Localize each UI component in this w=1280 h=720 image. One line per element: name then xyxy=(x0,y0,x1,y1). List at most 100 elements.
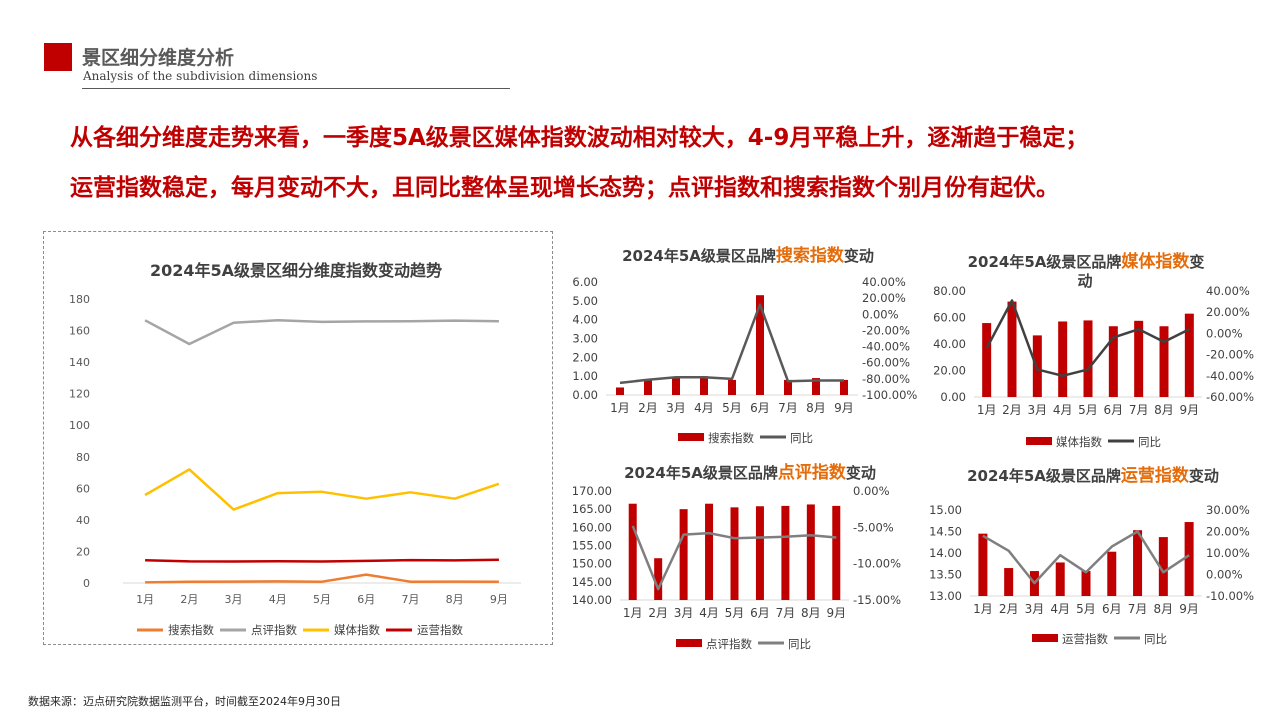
y-tick-label: 145.00 xyxy=(572,575,612,589)
chart-title-suffix: 变动 xyxy=(846,464,876,482)
x-tick-label: 6月 xyxy=(1102,602,1122,616)
chart-title-prefix: 2024年5A级景区品牌 xyxy=(968,253,1122,271)
bar-1月 xyxy=(982,323,992,397)
y-tick-label: 140 xyxy=(69,356,90,369)
y-tick-label: 80.00 xyxy=(933,284,966,298)
y-tick-label: 160.00 xyxy=(572,520,612,534)
x-tick-label: 7月 xyxy=(1129,403,1149,417)
x-tick-label: 8月 xyxy=(446,593,464,606)
chart-title-suffix: 变动 xyxy=(844,247,874,265)
section-subtitle: Analysis of the subdivision dimensions xyxy=(83,69,318,83)
x-tick-label: 7月 xyxy=(401,593,419,606)
bar-1月 xyxy=(616,387,624,395)
x-tick-label: 1月 xyxy=(977,403,997,417)
y-tick-label: 160 xyxy=(69,325,90,338)
x-tick-label: 4月 xyxy=(1050,602,1070,616)
bar-9月 xyxy=(1184,522,1194,596)
x-tick-label: 3月 xyxy=(1028,403,1048,417)
y-tick-label: 0.00 xyxy=(572,388,598,402)
bar-1月 xyxy=(978,533,988,596)
y-tick-label: 120 xyxy=(69,388,90,401)
y2-tick-label: 40.00% xyxy=(1206,284,1250,298)
chart-title-prefix: 2024年5A级景区品牌 xyxy=(967,467,1121,485)
bar-2月 xyxy=(1004,568,1014,596)
x-tick-label: 1月 xyxy=(610,401,630,415)
y-tick-label: 13.50 xyxy=(929,568,962,582)
bar-6月 xyxy=(755,506,764,600)
header-divider xyxy=(82,88,510,89)
y2-tick-label: -60.00% xyxy=(1206,390,1254,404)
x-tick-label: 3月 xyxy=(666,401,686,415)
y2-tick-label: -40.00% xyxy=(862,340,910,354)
x-tick-label: 5月 xyxy=(725,606,745,620)
y-tick-label: 14.00 xyxy=(929,546,962,560)
chart-title-suffix: 变 xyxy=(1189,253,1204,271)
bar-5月 xyxy=(730,507,739,600)
y-tick-label: 0 xyxy=(83,577,90,590)
y-tick-label: 5.00 xyxy=(572,294,598,308)
chart-title-prefix: 2024年5A级景区品牌 xyxy=(624,464,778,482)
bar-7月 xyxy=(784,379,792,395)
x-tick-label: 2月 xyxy=(638,401,658,415)
bar-8月 xyxy=(806,504,815,600)
legend-label: 点评指数 xyxy=(251,623,297,637)
bar-2月 xyxy=(654,558,663,600)
x-tick-label: 9月 xyxy=(826,606,846,620)
bar-7月 xyxy=(1134,320,1144,397)
bar-7月 xyxy=(1133,530,1143,596)
y2-tick-label: 0.00% xyxy=(1206,568,1243,582)
bar-2月 xyxy=(644,379,652,395)
y-tick-label: 2.00 xyxy=(572,350,598,364)
y2-tick-label: -100.00% xyxy=(862,388,917,402)
x-tick-label: 4月 xyxy=(269,593,287,606)
x-tick-label: 2月 xyxy=(648,606,668,620)
y2-tick-label: 0.00% xyxy=(853,484,890,498)
y-tick-label: 1.00 xyxy=(572,369,598,383)
media-index-chart: 2024年5A级景区品牌媒体指数变动0.0020.0040.0060.0080.… xyxy=(933,251,1254,449)
x-tick-label: 9月 xyxy=(1180,403,1200,417)
legend-label: 同比 xyxy=(1144,632,1167,646)
y-tick-label: 180 xyxy=(69,293,90,306)
y-tick-label: 4.00 xyxy=(572,313,598,327)
x-tick-label: 5月 xyxy=(1076,602,1096,616)
bar-8月 xyxy=(812,378,820,395)
x-tick-label: 9月 xyxy=(1179,602,1199,616)
bar-6月 xyxy=(1107,551,1117,596)
main-chart-frame xyxy=(43,231,553,645)
chart-title-highlight: 搜索指数 xyxy=(776,245,845,266)
chart-title-suffix: 变动 xyxy=(1189,467,1219,485)
x-tick-label: 5月 xyxy=(313,593,331,606)
bar-6月 xyxy=(756,295,764,395)
bar-9月 xyxy=(1184,313,1194,397)
chart-title: 2024年5A级景区细分维度指数变动趋势 xyxy=(150,261,442,280)
x-tick-label: 8月 xyxy=(1154,602,1174,616)
y2-tick-label: 0.00% xyxy=(862,307,899,321)
series-line-点评指数 xyxy=(144,319,499,346)
bar-5月 xyxy=(1083,320,1093,397)
data-source-note: 数据来源：迈点研究院数据监测平台，时间截至2024年9月30日 xyxy=(28,695,341,708)
y2-tick-label: -20.00% xyxy=(1206,348,1254,362)
x-tick-label: 5月 xyxy=(1078,403,1098,417)
y2-tick-label: -10.00% xyxy=(1206,589,1254,603)
yoy-line xyxy=(985,299,1190,378)
chart-title: 2024年5A级景区品牌点评指数变动 xyxy=(624,462,876,483)
y2-tick-label: 10.00% xyxy=(1206,546,1250,560)
y-tick-label: 60 xyxy=(76,482,90,495)
y2-tick-label: -60.00% xyxy=(862,356,910,370)
x-tick-label: 3月 xyxy=(674,606,694,620)
y-tick-label: 0.00 xyxy=(940,390,966,404)
x-tick-label: 7月 xyxy=(776,606,796,620)
bar-1月 xyxy=(628,503,637,600)
x-tick-label: 2月 xyxy=(999,602,1019,616)
x-tick-label: 1月 xyxy=(973,602,993,616)
legend-label: 同比 xyxy=(1138,435,1161,449)
x-tick-label: 2月 xyxy=(1002,403,1022,417)
legend-swatch-bar xyxy=(1026,437,1052,445)
y2-tick-label: -15.00% xyxy=(853,593,901,607)
x-tick-label: 6月 xyxy=(750,401,770,415)
y2-tick-label: -40.00% xyxy=(1206,369,1254,383)
chart-title: 2024年5A级景区品牌媒体指数变 xyxy=(968,251,1205,272)
chart-title: 2024年5A级景区品牌运营指数变动 xyxy=(967,465,1219,486)
y-tick-label: 155.00 xyxy=(572,539,612,553)
x-tick-label: 9月 xyxy=(834,401,854,415)
